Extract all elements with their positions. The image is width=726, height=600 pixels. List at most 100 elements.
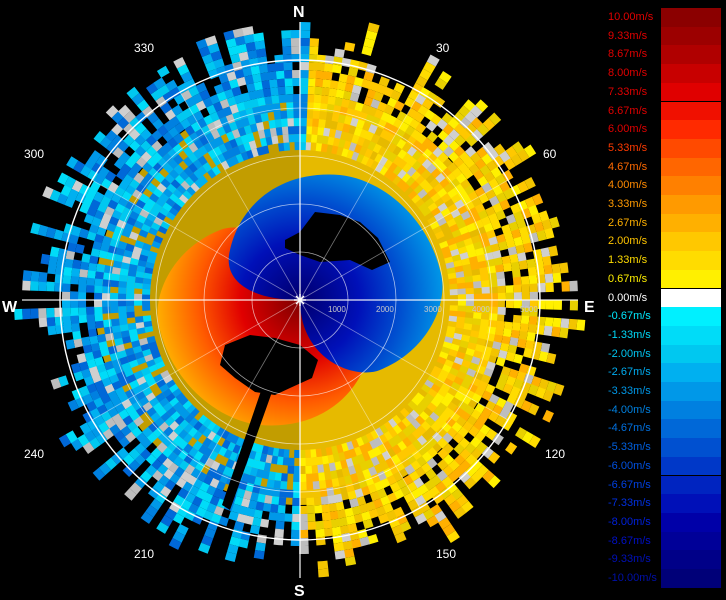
- legend-swatch: [661, 8, 721, 27]
- legend-entry: -3.33m/s: [606, 382, 721, 401]
- legend-entry: 8.00m/s: [606, 64, 721, 83]
- legend-swatch: [661, 307, 721, 326]
- legend-swatch: [661, 475, 721, 495]
- legend-label: 6.00m/s: [608, 123, 648, 136]
- legend-label: -6.00m/s: [608, 459, 651, 472]
- legend-entry: 4.67m/s: [606, 157, 721, 177]
- legend-label: -6.67m/s: [608, 478, 651, 491]
- legend-entry: 0.67m/s: [606, 269, 721, 289]
- legend-label: -4.67m/s: [608, 422, 651, 435]
- legend-label: -7.33m/s: [608, 497, 651, 510]
- legend-label: -3.33m/s: [608, 385, 651, 397]
- legend-swatch: [661, 82, 721, 102]
- range-label-5000: 5000: [520, 305, 538, 314]
- legend-label: -8.00m/s: [608, 515, 651, 528]
- legend-label: 3.33m/s: [608, 198, 648, 210]
- legend-swatch: [661, 382, 721, 401]
- legend-entry: 1.33m/s: [606, 251, 721, 270]
- legend-entry: -8.67m/s: [606, 531, 721, 551]
- radar-outer-cells: [14, 22, 586, 578]
- legend-label: 2.00m/s: [608, 235, 648, 248]
- radar-center-marker: [294, 294, 306, 306]
- legend-swatch: [661, 438, 721, 457]
- legend-entry: 0.00m/s: [606, 288, 721, 308]
- radar-middle-cells: [94, 94, 507, 506]
- range-label-2000: 2000: [376, 305, 394, 314]
- legend-swatch: [661, 494, 721, 513]
- legend-label: -8.67m/s: [608, 534, 651, 547]
- legend-swatch: [661, 157, 721, 177]
- legend-label: -1.33m/s: [608, 328, 651, 341]
- legend-swatch: [661, 269, 721, 289]
- compass-east: E: [584, 299, 595, 316]
- legend-entry: 2.00m/s: [606, 232, 721, 252]
- legend-swatch: [661, 550, 721, 569]
- legend-entry: -7.33m/s: [606, 494, 721, 513]
- legend-entry: 8.67m/s: [606, 45, 721, 65]
- legend-swatch: [661, 101, 721, 121]
- legend-entry: -10.00m/s: [606, 569, 721, 588]
- legend-entry: 3.33m/s: [606, 195, 721, 214]
- legend-entry: 9.33m/s: [606, 26, 721, 46]
- radar-velocity-display: 1000 2000 3000 4000 5000 N E S W 30 60 1…: [2, 4, 595, 600]
- legend-entry: -6.67m/s: [606, 475, 721, 495]
- legend-label: 6.67m/s: [608, 104, 648, 117]
- legend-label: 1.33m/s: [608, 254, 648, 267]
- legend-label: -5.33m/s: [608, 441, 651, 454]
- legend-swatch: [661, 64, 721, 83]
- legend-swatch: [661, 325, 721, 345]
- legend-entry: -2.67m/s: [606, 363, 721, 382]
- bearing-210: 210: [134, 547, 154, 561]
- legend-entry: 5.33m/s: [606, 138, 721, 158]
- range-label-4000: 4000: [472, 305, 490, 314]
- legend-label: 4.00m/s: [608, 179, 648, 192]
- legend-swatch: [661, 456, 721, 476]
- legend-label: -10.00m/s: [608, 572, 657, 584]
- legend-swatch: [661, 195, 721, 214]
- legend-swatch: [661, 213, 721, 233]
- bearing-330: 330: [134, 41, 154, 55]
- legend-swatch: [661, 400, 721, 420]
- legend-label: 0.00m/s: [608, 291, 648, 304]
- legend-entry: 7.33m/s: [606, 82, 721, 102]
- bearing-30: 30: [436, 41, 450, 55]
- legend-label: -9.33m/s: [608, 553, 651, 566]
- legend-entry: -1.33m/s: [606, 325, 721, 345]
- legend-entry: -5.33m/s: [606, 438, 721, 457]
- velocity-color-legend: 10.00m/s 9.33m/s 8.67m/s 8.00m/s 7.33m/s 6.67…: [606, 8, 721, 591]
- legend-entry: -4.00m/s: [606, 400, 721, 420]
- legend-swatch: [661, 120, 721, 139]
- legend-swatch: [661, 363, 721, 382]
- legend-label: -4.00m/s: [608, 403, 651, 416]
- legend-label: 9.33m/s: [608, 29, 648, 42]
- compass-north: N: [293, 4, 305, 21]
- legend-swatch: [661, 232, 721, 252]
- legend-entry: 10.00m/s: [606, 8, 721, 27]
- legend-swatch: [661, 344, 721, 364]
- bearing-300: 300: [24, 147, 44, 161]
- bearing-240: 240: [24, 447, 44, 461]
- legend-label: 7.33m/s: [608, 85, 648, 98]
- bearing-120: 120: [545, 447, 565, 461]
- legend-swatch: [661, 531, 721, 551]
- legend-label: 4.67m/s: [608, 160, 648, 173]
- legend-label: -2.67m/s: [608, 366, 651, 379]
- legend-entry: 2.67m/s: [606, 213, 721, 233]
- legend-swatch: [661, 45, 721, 65]
- legend-swatch: [661, 251, 721, 270]
- legend-swatch: [661, 288, 721, 308]
- legend-entry: -6.00m/s: [606, 456, 721, 476]
- legend-swatch: [661, 512, 721, 532]
- velocity-couplet: [157, 174, 443, 510]
- range-label-1000: 1000: [328, 305, 346, 314]
- legend-entry: -8.00m/s: [606, 512, 721, 532]
- legend-label: -0.67m/s: [608, 310, 651, 323]
- legend-label: 0.67m/s: [608, 272, 648, 285]
- legend-entry: -2.00m/s: [606, 344, 721, 364]
- legend-label: 8.00m/s: [608, 67, 648, 80]
- legend-label: 5.33m/s: [608, 141, 648, 154]
- range-label-3000: 3000: [424, 305, 442, 314]
- legend-swatch: [661, 176, 721, 195]
- legend-entry: -4.67m/s: [606, 419, 721, 439]
- legend-entry: -0.67m/s: [606, 307, 721, 326]
